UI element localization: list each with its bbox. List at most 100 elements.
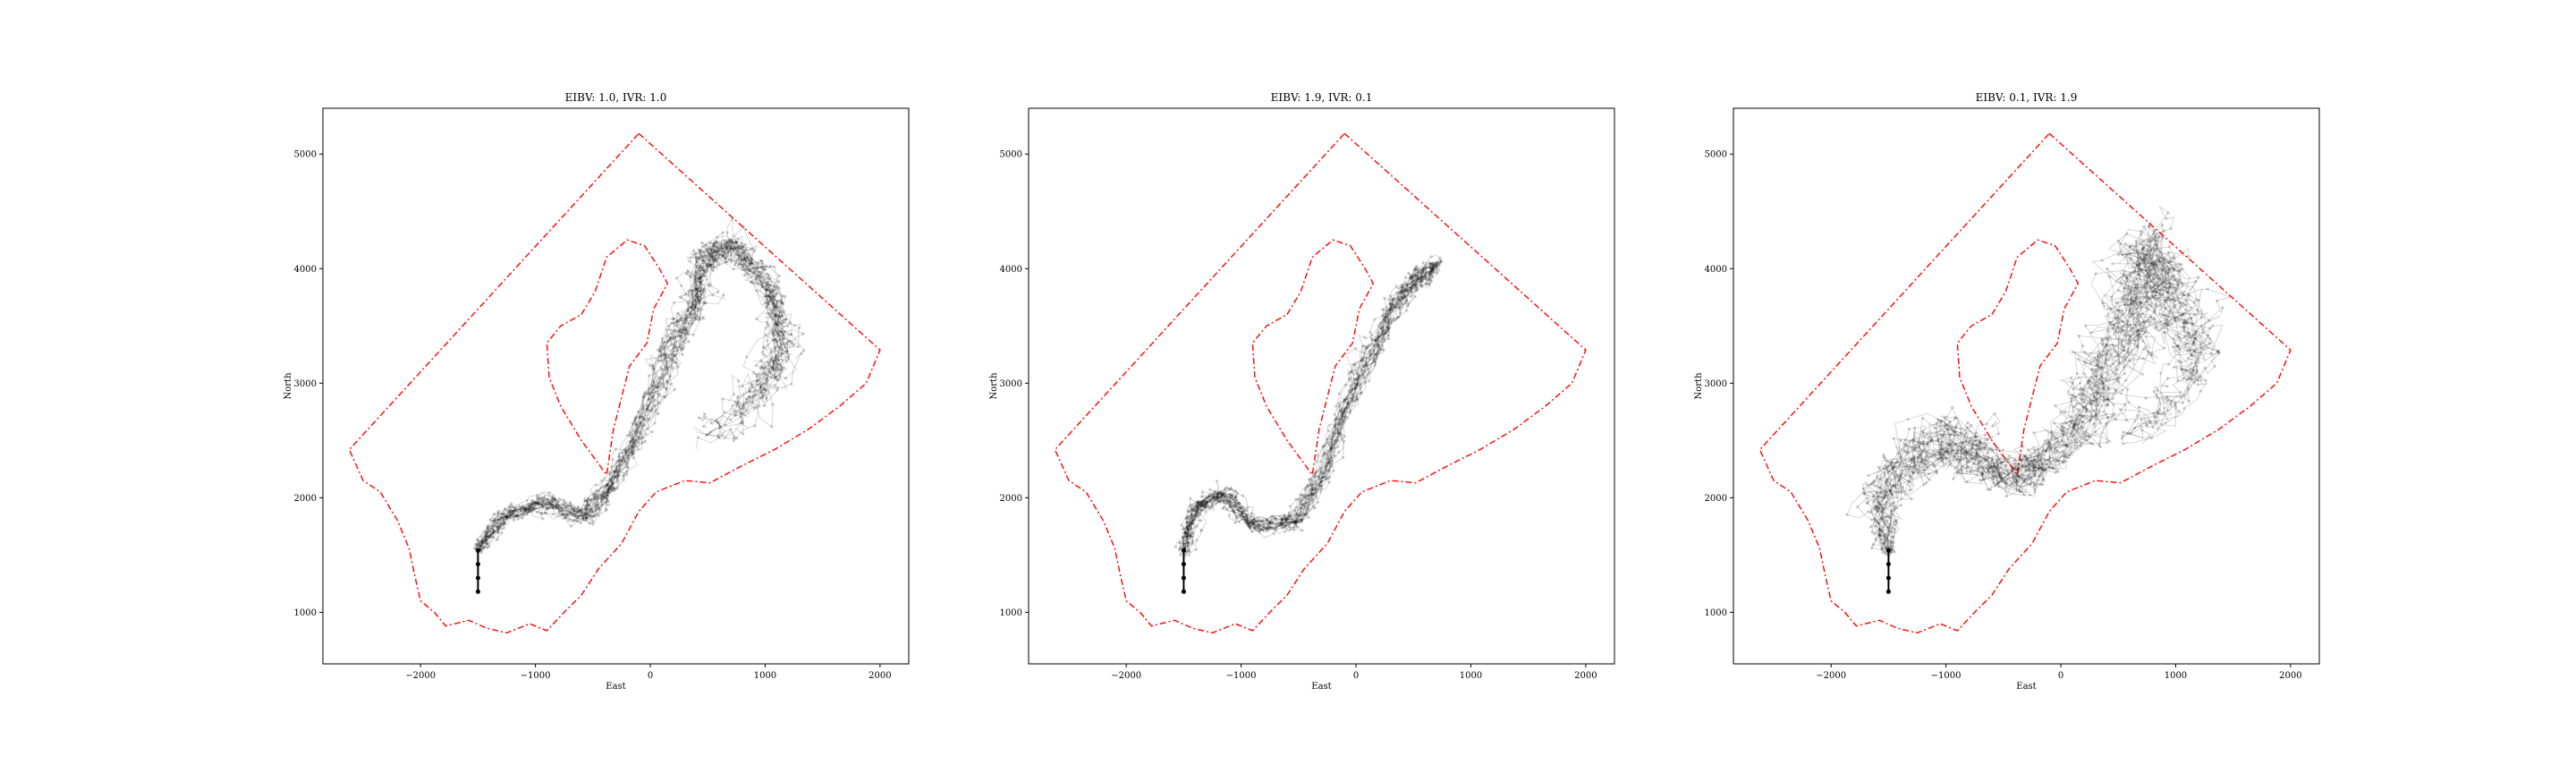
path-point bbox=[716, 420, 720, 424]
path-point bbox=[660, 353, 664, 357]
path-point bbox=[1430, 262, 1434, 266]
path-point bbox=[485, 535, 488, 539]
path-point bbox=[1381, 325, 1385, 328]
path-point bbox=[622, 478, 625, 481]
sampled-path bbox=[479, 242, 789, 545]
path-point bbox=[639, 431, 642, 436]
path-point bbox=[1354, 371, 1359, 375]
sampled-path bbox=[476, 217, 786, 550]
path-point bbox=[671, 317, 674, 320]
path-point bbox=[652, 380, 656, 384]
path-point bbox=[2180, 263, 2183, 267]
path-point bbox=[496, 526, 500, 530]
path-point bbox=[551, 497, 555, 501]
path-point bbox=[716, 250, 720, 253]
path-point bbox=[1425, 267, 1428, 270]
path-point bbox=[1970, 454, 1973, 457]
path-point bbox=[607, 487, 611, 490]
path-point bbox=[672, 337, 675, 341]
path-point bbox=[730, 247, 733, 251]
path-point bbox=[727, 258, 731, 261]
path-point bbox=[1238, 506, 1242, 510]
path-point bbox=[711, 263, 715, 267]
path-point bbox=[722, 250, 725, 253]
path-point bbox=[1939, 419, 1943, 423]
path-point bbox=[634, 421, 639, 425]
path-point bbox=[731, 247, 734, 251]
path-point bbox=[1350, 396, 1353, 400]
path-point bbox=[528, 505, 531, 508]
path-point bbox=[699, 251, 702, 256]
path-point bbox=[725, 231, 729, 234]
path-point bbox=[1317, 488, 1320, 491]
path-point bbox=[488, 534, 492, 538]
path-point bbox=[1236, 491, 1240, 495]
path-point bbox=[741, 265, 745, 268]
path-point bbox=[614, 447, 618, 451]
path-point bbox=[2023, 478, 2027, 481]
path-point bbox=[1327, 480, 1331, 484]
path-point bbox=[772, 373, 775, 377]
path-point bbox=[757, 404, 760, 408]
path-point bbox=[1325, 464, 1328, 468]
path-point bbox=[1410, 294, 1413, 298]
path-point bbox=[693, 305, 697, 309]
path-point bbox=[551, 513, 555, 516]
path-point bbox=[697, 416, 701, 420]
path-point bbox=[759, 266, 763, 269]
path-point bbox=[513, 508, 516, 512]
path-point bbox=[2089, 442, 2093, 446]
path-point bbox=[560, 513, 564, 516]
sampled-path bbox=[479, 243, 790, 552]
path-point bbox=[2111, 414, 2114, 418]
path-point bbox=[737, 246, 741, 250]
path-point bbox=[766, 320, 769, 324]
path-point bbox=[1319, 460, 1323, 463]
path-point bbox=[699, 290, 702, 293]
path-point bbox=[1293, 520, 1297, 523]
path-point bbox=[2148, 265, 2152, 268]
path-point bbox=[773, 376, 777, 379]
path-point bbox=[740, 411, 743, 414]
path-point bbox=[1986, 488, 1989, 491]
path-point bbox=[481, 539, 485, 543]
path-point bbox=[706, 264, 709, 268]
path-point bbox=[646, 403, 649, 407]
path-point bbox=[1977, 467, 1980, 471]
path-point bbox=[788, 340, 792, 344]
path-point bbox=[777, 280, 781, 284]
path-point bbox=[684, 314, 688, 318]
path-point bbox=[605, 507, 608, 511]
path-point bbox=[1361, 344, 1365, 348]
path-point bbox=[752, 265, 756, 268]
path-point bbox=[680, 284, 683, 287]
path-point bbox=[585, 516, 589, 520]
path-point bbox=[760, 262, 764, 266]
path-point bbox=[679, 329, 682, 333]
path-point bbox=[779, 310, 783, 314]
path-point bbox=[1189, 503, 1192, 506]
path-point bbox=[2096, 360, 2099, 363]
path-point bbox=[1366, 373, 1369, 377]
path-point bbox=[2033, 472, 2037, 476]
path-point bbox=[694, 280, 698, 284]
path-point bbox=[2140, 251, 2143, 254]
path-point bbox=[727, 246, 732, 251]
sampled-path bbox=[475, 234, 790, 548]
path-point bbox=[673, 361, 677, 364]
path-point bbox=[1889, 460, 1894, 463]
path-point bbox=[764, 285, 767, 289]
path-point bbox=[2063, 440, 2066, 444]
path-point bbox=[1878, 533, 1882, 537]
path-point bbox=[1248, 525, 1251, 529]
path-point bbox=[2123, 302, 2127, 306]
path-point bbox=[640, 441, 644, 445]
x-tick-label: 0 bbox=[648, 671, 653, 681]
path-point bbox=[2151, 425, 2155, 429]
path-point bbox=[2140, 230, 2143, 234]
path-point bbox=[2197, 299, 2201, 302]
path-point bbox=[1872, 494, 1876, 497]
path-point bbox=[576, 506, 580, 510]
start-point bbox=[1181, 589, 1186, 594]
path-point bbox=[1429, 279, 1434, 283]
